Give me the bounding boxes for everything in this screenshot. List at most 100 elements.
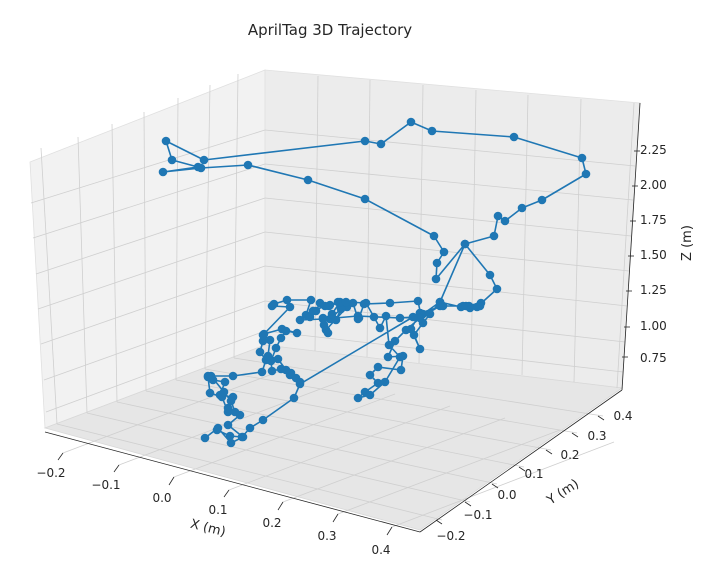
trajectory-point: [537, 195, 547, 205]
y-tick-mark: [518, 466, 526, 472]
grid-line-z-back: [264, 129, 636, 167]
trajectory-point: [353, 393, 363, 403]
pane-back: [264, 69, 641, 389]
x-tick-label: 0.1: [208, 503, 227, 517]
x-tick-label: 0.3: [317, 529, 336, 543]
y-tick-label: 0.0: [497, 488, 516, 502]
y-tick-mark: [571, 432, 579, 438]
z-tick-label: 2.25: [640, 143, 667, 157]
trajectory-point: [375, 323, 385, 333]
trajectory-point: [323, 328, 333, 338]
grid-line-y: [175, 379, 552, 451]
trajectory-point: [237, 432, 247, 442]
trajectory-point: [413, 296, 423, 306]
y-axis-line: [419, 389, 623, 533]
grid-line-y-left: [233, 73, 239, 359]
trajectory-point: [415, 313, 425, 323]
trajectory-point: [193, 162, 203, 172]
grid-line-y-left: [111, 123, 118, 403]
trajectory-point: [475, 301, 485, 311]
trajectory-points: [158, 117, 591, 448]
trajectory-point: [341, 297, 351, 307]
x-tick-label: 0.0: [152, 491, 171, 505]
trajectory-point: [223, 420, 233, 430]
x-tick-mark: [332, 513, 339, 523]
trajectory-point: [199, 155, 209, 165]
trajectory-point: [245, 423, 255, 433]
trajectory-point: [431, 274, 441, 284]
trajectory-point: [360, 194, 370, 204]
z-tick-label: 1.25: [640, 283, 667, 297]
trajectory-point: [458, 301, 468, 311]
grid-line-x: [62, 369, 284, 454]
trajectory-point: [200, 433, 210, 443]
grid-line-y-back: [616, 102, 635, 389]
trajectory-point: [581, 169, 591, 179]
grid-line-y-left: [143, 111, 147, 392]
trajectory-point: [373, 378, 383, 388]
grid-line-y: [116, 401, 498, 485]
x-tick-label: 0.2: [262, 516, 281, 530]
x-tick-label: 0.4: [371, 543, 390, 557]
trajectory-point: [376, 139, 386, 149]
x-tick-mark: [168, 476, 175, 486]
grid-line-z-left: [30, 129, 266, 204]
y-tick-labels: −0.2 −0.1 0.0 0.1 0.2 0.3 0.4: [436, 409, 632, 543]
trajectory-point: [158, 167, 168, 177]
x-tick-labels: −0.2 −0.1 0.0 0.1 0.2 0.3 0.4: [36, 466, 390, 557]
grid-line-z-back: [264, 197, 632, 237]
trajectory-point: [226, 396, 236, 406]
trajectory-point: [285, 302, 295, 312]
trajectory-point: [273, 354, 283, 364]
grid-line-z-back: [264, 265, 628, 307]
trajectory-point: [228, 371, 238, 381]
grid-line-x: [391, 441, 615, 528]
trajectory-point: [271, 343, 281, 353]
y-tick-mark: [491, 483, 499, 489]
trajectory-point: [429, 231, 439, 241]
z-tick-label: 1.00: [640, 319, 667, 333]
trajectory-point: [509, 132, 519, 142]
grid-line-y: [145, 390, 525, 468]
trajectory-point: [365, 370, 375, 380]
y-tick-mark: [464, 501, 472, 507]
trajectory-point: [226, 438, 236, 448]
trajectory-point: [365, 390, 375, 400]
grid-line-x: [282, 417, 506, 503]
trajectory-point: [276, 333, 286, 343]
trajectory-point: [265, 335, 275, 345]
grid-line-y-left: [40, 147, 58, 425]
grid-line-z-left: [35, 197, 266, 275]
trajectory-point: [493, 211, 503, 221]
trajectory-point: [439, 247, 449, 257]
trajectory-point: [258, 330, 268, 340]
grid-line-y-back: [366, 79, 371, 358]
trajectory-point: [396, 365, 406, 375]
grid-line-x: [173, 393, 396, 478]
trajectory-point: [384, 340, 394, 350]
trajectory-point: [212, 425, 222, 435]
trajectory-point: [373, 362, 383, 372]
trajectory-point: [383, 352, 393, 362]
y-tick-label: 0.1: [524, 467, 543, 481]
trajectory-point: [281, 326, 291, 336]
tick-marks: [57, 150, 640, 536]
trajectory-point: [460, 239, 470, 249]
trajectory-point: [203, 371, 213, 381]
trajectory-point: [464, 301, 474, 311]
y-tick-label: −0.2: [436, 529, 465, 543]
trajectory-point: [255, 347, 265, 357]
chart-title: AprilTag 3D Trajectory: [248, 21, 412, 39]
z-tick-labels: 0.75 1.00 1.25 1.50 1.75 2.00 2.25: [640, 143, 667, 365]
trajectory-point: [432, 258, 442, 268]
trajectory-point: [336, 304, 346, 314]
trajectory-point: [415, 344, 425, 354]
trajectory-point: [263, 351, 273, 361]
trajectory-point: [269, 299, 279, 309]
x-tick-mark: [386, 526, 393, 536]
trajectory-point: [292, 328, 302, 338]
grid-line-y-back: [470, 89, 477, 370]
grid-line-y: [86, 412, 471, 503]
grid-line-z-left: [40, 265, 266, 345]
z-tick-label: 1.50: [640, 248, 667, 262]
